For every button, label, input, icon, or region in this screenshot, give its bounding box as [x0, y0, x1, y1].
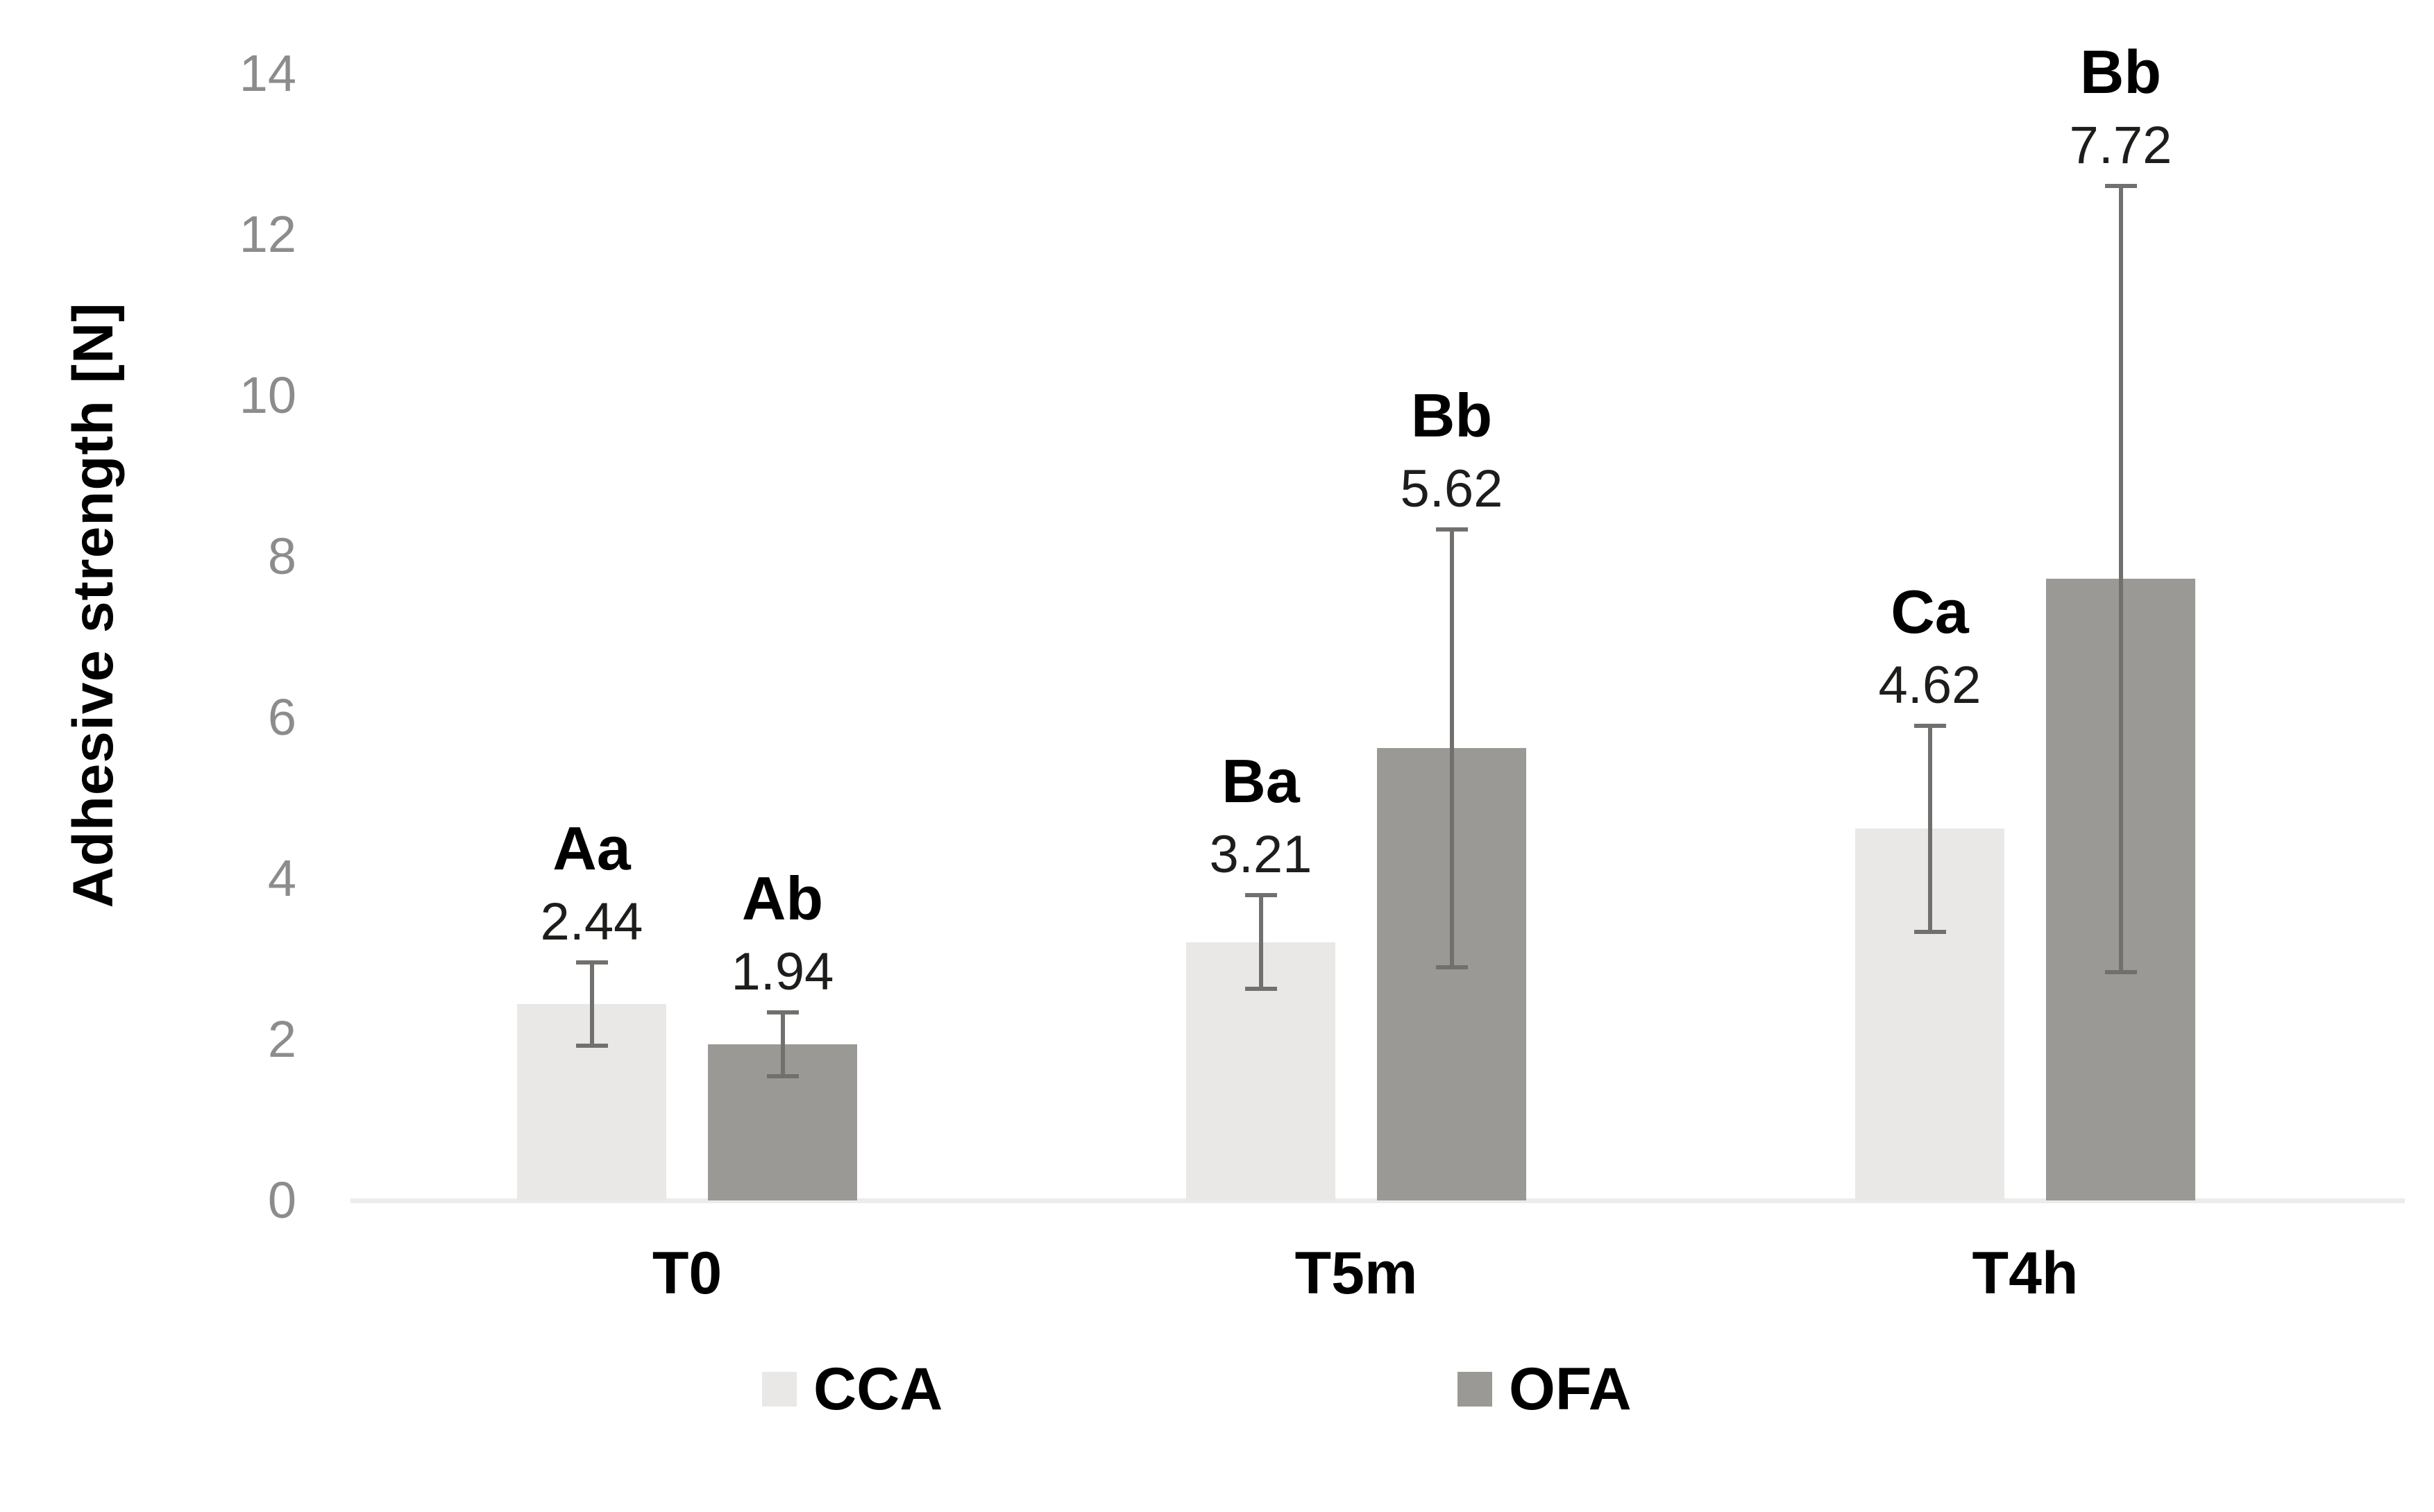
- error-bar-cap: [766, 1010, 799, 1014]
- value-label: 7.72: [2069, 116, 2172, 176]
- error-bar-cap: [1435, 527, 1468, 532]
- error-bar-cap: [575, 960, 608, 965]
- error-bar-cap: [1913, 929, 1946, 934]
- y-tick-label: 14: [239, 44, 296, 102]
- error-bar-cap: [1435, 965, 1468, 969]
- y-tick-label: 4: [267, 849, 296, 907]
- x-category-label: T0: [652, 1240, 722, 1307]
- legend-item-ofa: OFA: [1457, 1354, 1632, 1424]
- value-label: 2.44: [540, 892, 643, 951]
- significance-label: Bb: [1410, 380, 1493, 450]
- significance-label: Ab: [741, 863, 824, 933]
- error-bar-line: [1258, 895, 1263, 989]
- y-tick-label: 0: [267, 1171, 296, 1229]
- error-bar-cap: [1244, 893, 1277, 898]
- significance-label: Bb: [2079, 37, 2162, 107]
- significance-label: Ba: [1222, 747, 1300, 816]
- value-label: 4.62: [1878, 655, 1981, 715]
- error-bar-cap: [2104, 184, 2137, 189]
- x-axis-line: [350, 1198, 2405, 1203]
- value-label: 3.21: [1209, 825, 1312, 885]
- error-bar-line: [2118, 186, 2123, 972]
- error-bar-cap: [1913, 723, 1946, 728]
- legend-swatch-cca: [762, 1372, 797, 1407]
- significance-label: Ca: [1891, 577, 1969, 646]
- error-bar-cap: [766, 1074, 799, 1079]
- value-label: 1.94: [731, 942, 834, 1001]
- y-tick-label: 8: [267, 527, 296, 585]
- error-bar-cap: [1244, 986, 1277, 991]
- y-tick-label: 2: [267, 1010, 296, 1068]
- x-category-label: T5m: [1294, 1240, 1418, 1307]
- error-bar-line: [589, 962, 594, 1046]
- legend-item-cca: CCA: [762, 1354, 943, 1424]
- error-bar-line: [780, 1012, 785, 1077]
- y-tick-label: 6: [267, 688, 296, 746]
- legend-label-cca: CCA: [813, 1356, 943, 1422]
- legend-label-ofa: OFA: [1509, 1356, 1632, 1422]
- error-bar-cap: [575, 1044, 608, 1048]
- legend-swatch-ofa: [1457, 1372, 1492, 1407]
- error-bar-cap: [2104, 969, 2137, 974]
- value-label: 5.62: [1400, 459, 1503, 518]
- y-tick-label: 12: [239, 205, 296, 263]
- error-bar-line: [1449, 529, 1454, 967]
- y-tick-label: 10: [239, 366, 296, 424]
- significance-label: Aa: [552, 813, 631, 883]
- x-category-label: T4h: [1972, 1240, 2079, 1307]
- error-bar-line: [1927, 725, 1932, 932]
